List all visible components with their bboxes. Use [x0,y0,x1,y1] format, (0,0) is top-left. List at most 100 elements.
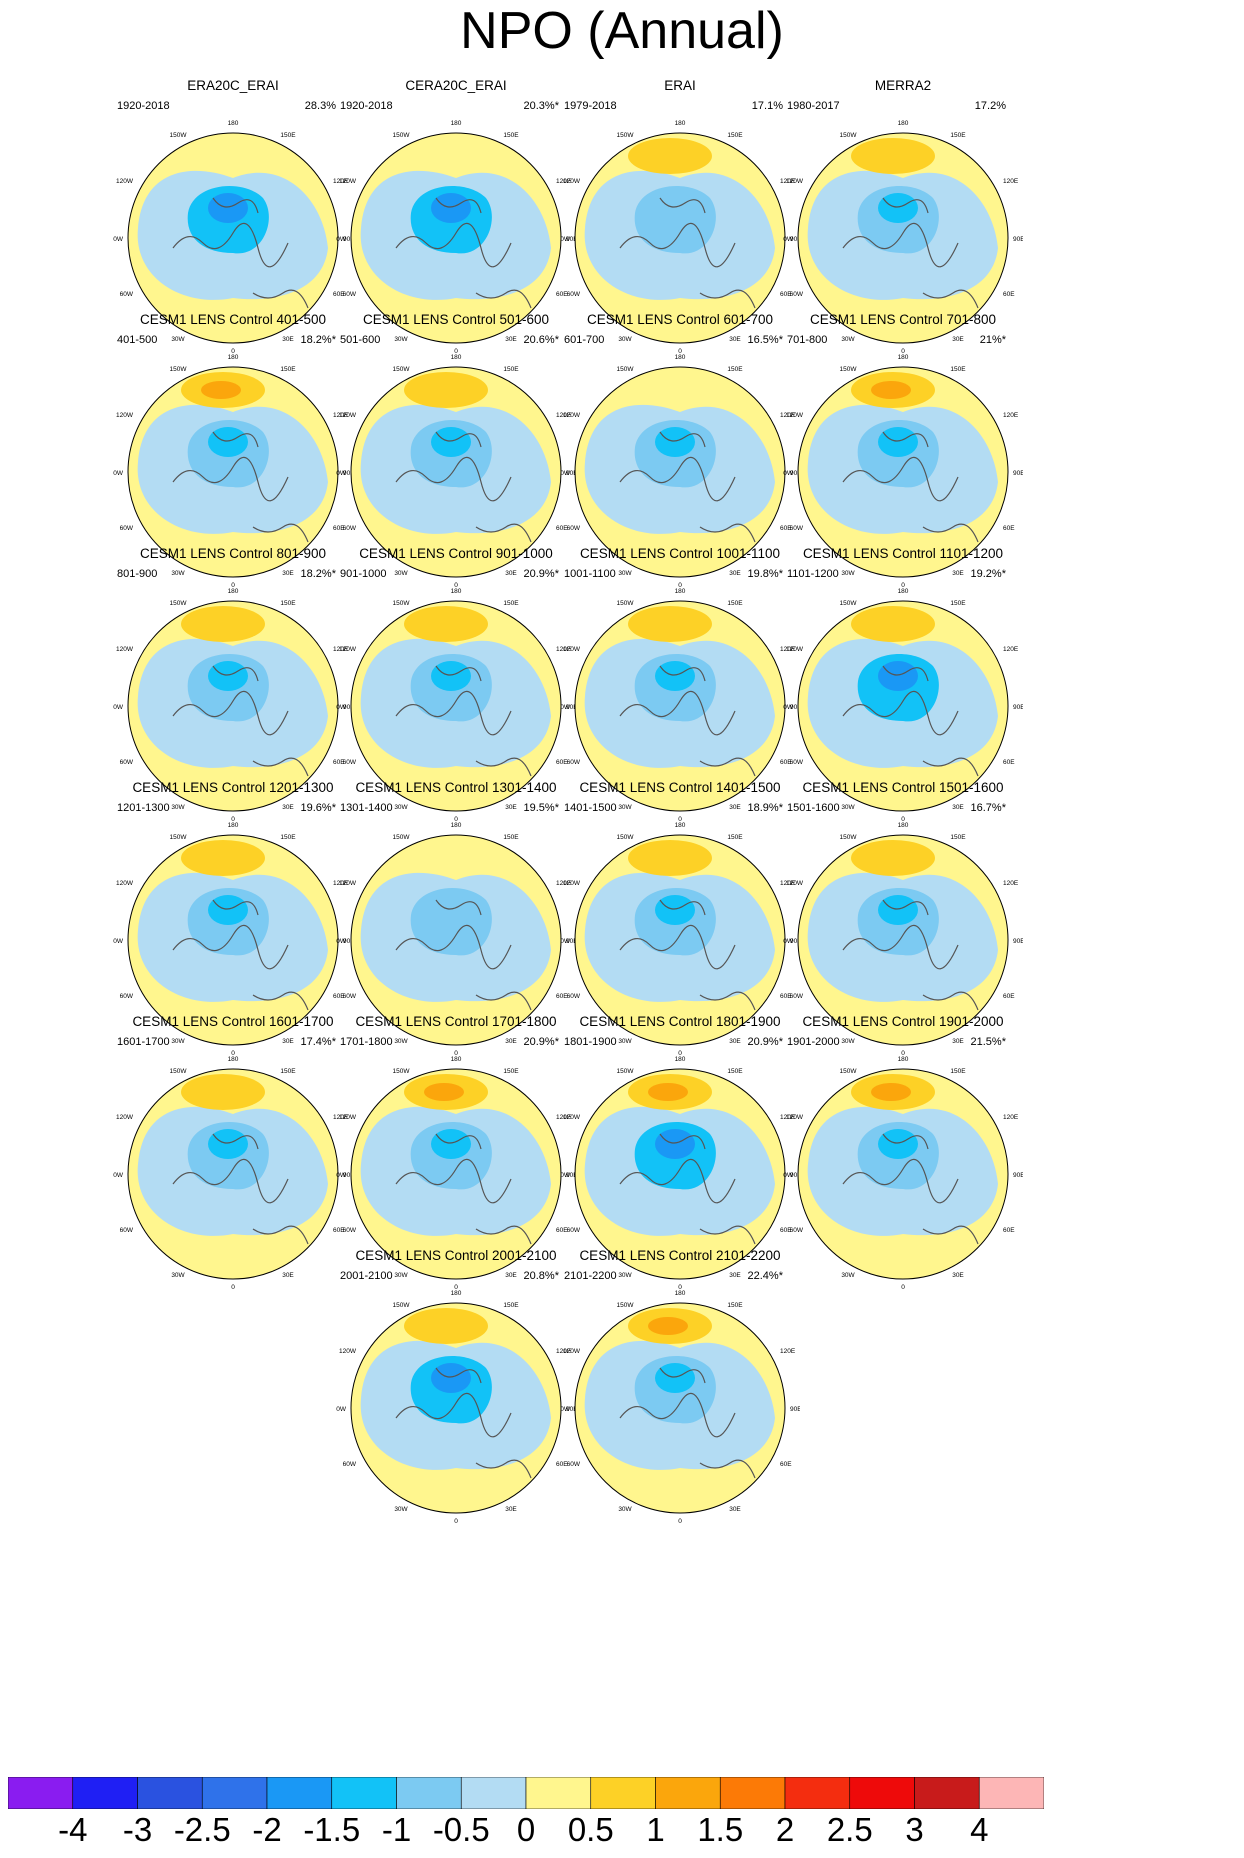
positive-anomaly-lobe [628,606,712,642]
map-border [350,366,562,578]
polar-map: 180150W150E120W120E90W90E60W60E30W30E0 [783,1056,1023,1290]
map-axis-label: 120E [556,412,572,419]
map-axis-label: 90E [566,704,576,711]
map-axis-label: 30E [505,336,517,343]
map-axis-label: 120W [116,880,134,887]
map-axis-label: 30W [618,1038,632,1045]
map-axis-label: 150W [393,1302,411,1309]
map-panel: ERA20C_ERAI 1920-2018 28.3% 180 150W 150E 120W… [108,78,358,354]
map-axis-label: 60E [556,291,568,298]
map-axis-label: 60E [1003,1227,1015,1234]
map-axis-label: 150W [840,834,858,841]
map-axis-label: 60W [120,993,134,1000]
map-axis-label: 120W [563,412,581,419]
map-border [797,366,1009,578]
panel-period: 1201-1300 [117,802,170,814]
map-axis-label: 60E [1003,525,1015,532]
panel-title: CESM1 LENS Control 1101-1200 [802,546,1004,561]
panel-variance: 17.1% [751,100,783,112]
map-axis-label: 120E [1003,412,1019,419]
positive-anomaly-center [648,1083,688,1101]
map-axis-label: 90E [566,1406,576,1413]
map-panel: CESM1 LENS Control 1001-1100 1001-1100 19.… [555,546,805,822]
map-axis-label: 60W [343,1461,357,1468]
map-axis-label: 90W [336,470,347,477]
map-panel: CERA20C_ERAI 1920-2018 20.3%* 180 150W 150E 12… [331,78,581,354]
map-panel: CESM1 LENS Control 701-800 701-800 21%* 180… [778,312,1028,588]
map-border [127,366,339,578]
map-axis-label: 30E [505,570,517,577]
panel-period: 1101-1200 [787,568,839,580]
map-axis-label: 90W [336,938,347,945]
map-border [797,834,1009,1046]
map-axis-label: 0 [231,1050,235,1056]
map-border [797,132,1009,344]
coastline [395,1367,532,1479]
colorbar-swatch [525,1777,592,1809]
colorbar-label: -2 [252,1811,282,1848]
map-axis-label: 60E [556,993,568,1000]
map-panel: CESM1 LENS Control 1801-1900 1801-1900 20.… [555,1014,805,1290]
negative-center [655,1129,695,1159]
polar-map: 180150W150E120W120E90W90E60W60E30W30E0 [560,1290,800,1524]
map-axis-label: 180 [451,822,462,829]
map-axis-label: 90W [560,1406,571,1413]
colorbar-swatch [8,1777,74,1809]
map-panel: CESM1 LENS Control 1401-1500 1401-1500 18.… [555,780,805,1056]
map-axis-label: 30W [618,804,632,811]
polar-map: 180150W150E120W120E90W90E60W60E30W30E0 [560,120,800,354]
map-axis-label: 180 [898,354,909,361]
panel-variance: 20.9%* [523,1036,559,1048]
map-axis-label: 30E [282,1272,294,1279]
map-border [127,132,339,344]
map-axis-label: 30E [952,1272,964,1279]
map-panel: CESM1 LENS Control 2101-2200 2101-2200 22.… [555,1248,805,1524]
panel-title: CESM1 LENS Control 1301-1400 [355,780,557,795]
map-axis-label: 150W [170,366,188,373]
colorbar-swatch [396,1777,462,1809]
map-axis-label: 90W [113,470,124,477]
map-axis-label: 120W [786,646,804,653]
map-axis-label: 0 [678,348,682,354]
panel-period: 1980-2017 [787,100,840,112]
map-axis-label: 180 [898,120,909,127]
map-axis-label: 120E [333,880,349,887]
negative-center [431,895,471,925]
map-panels: ERA20C_ERAI 1920-2018 28.3% 180 150W 150E 120W… [108,78,1028,1524]
coastline [619,665,756,777]
map-axis-label: 150E [280,366,296,373]
map-axis-label: 180 [228,354,239,361]
panel-period: 701-800 [787,334,828,346]
positive-anomaly-lobe [628,840,712,876]
colorbar-label: 0.5 [567,1811,614,1848]
map-axis-label: 120E [1003,178,1019,185]
map-axis-label: 150E [280,1068,296,1075]
colorbar-label: -3 [122,1811,153,1848]
map-axis-label: 150E [503,366,519,373]
negative-center [655,427,695,457]
map-axis-label: 180 [451,1056,462,1063]
map-axis-label: 150W [840,600,858,607]
map-axis-label: 150W [617,366,635,373]
panel-period: 601-700 [564,334,605,346]
colorbar-swatch [460,1777,527,1809]
map-border [127,600,339,812]
coastline [395,431,532,543]
colorbar-label: -4 [58,1811,88,1848]
map-axis-label: 30W [394,570,408,577]
polar-map: 180150W150E120W120E90W90E60W60E30W30E0 [336,354,576,588]
map-axis-label: 90E [790,704,800,711]
map-panel: CESM1 LENS Control 1101-1200 1101-1200 19.… [778,546,1028,822]
panel-period: 1301-1400 [340,802,393,814]
map-axis-label: 0 [901,582,905,588]
map-axis-label: 150E [503,1302,519,1309]
panel-variance: 16.7%* [970,802,1006,814]
map-axis-label: 90W [113,704,124,711]
negative-center [655,1363,695,1393]
map-axis-label: 90E [566,470,576,477]
map-border [574,1068,786,1280]
map-axis-label: 60E [780,1461,792,1468]
map-axis-label: 30E [952,570,964,577]
map-axis-label: 180 [675,588,686,595]
map-border [574,834,786,1046]
